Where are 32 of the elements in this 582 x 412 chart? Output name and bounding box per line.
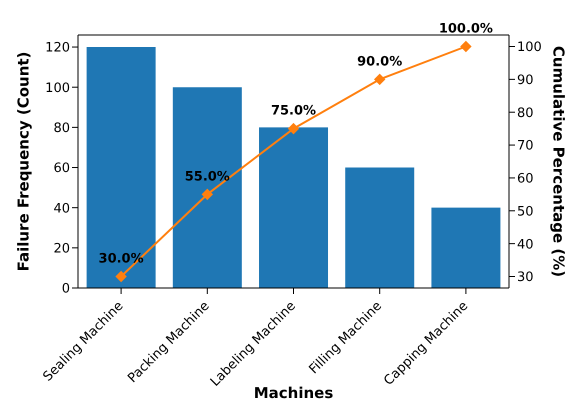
- y-tick-label: 120: [45, 40, 70, 56]
- y2-tick-label: 60: [517, 172, 534, 187]
- y2-tick-label: 70: [517, 138, 534, 154]
- point: [374, 74, 386, 85]
- data-label: 75.0%: [270, 104, 316, 119]
- y-tick-label: 60: [53, 161, 70, 176]
- y2-axis-title: Cumulative Percentage (%): [550, 46, 568, 278]
- y-tick-label: 0: [62, 282, 70, 297]
- y-tick-label: 100: [45, 80, 70, 96]
- y2-tick-label: 100: [517, 40, 542, 56]
- y2-tick-label: 30: [517, 270, 534, 286]
- data-label: 55.0%: [184, 169, 230, 184]
- y-axis-title: Failure Frequency (Count): [14, 52, 32, 272]
- point: [116, 271, 127, 282]
- x-axis-title: Machines: [254, 384, 334, 402]
- y2-tick-label: 50: [517, 204, 534, 220]
- y2-tick-label: 40: [517, 237, 534, 252]
- y2-tick-label: 90: [517, 72, 534, 88]
- point: [288, 123, 299, 134]
- y-tick-label: 40: [53, 201, 70, 216]
- y2-tick-label: 80: [517, 106, 534, 121]
- bar: [345, 168, 414, 288]
- bar: [172, 87, 242, 288]
- bar: [431, 208, 500, 288]
- data-label: 100.0%: [438, 22, 493, 36]
- point: [202, 188, 213, 200]
- point: [460, 41, 472, 52]
- bar: [86, 47, 156, 288]
- y-tick-label: 80: [53, 120, 70, 136]
- data-label: 90.0%: [357, 54, 402, 70]
- bar: [259, 127, 328, 288]
- y-tick-label: 20: [53, 241, 70, 256]
